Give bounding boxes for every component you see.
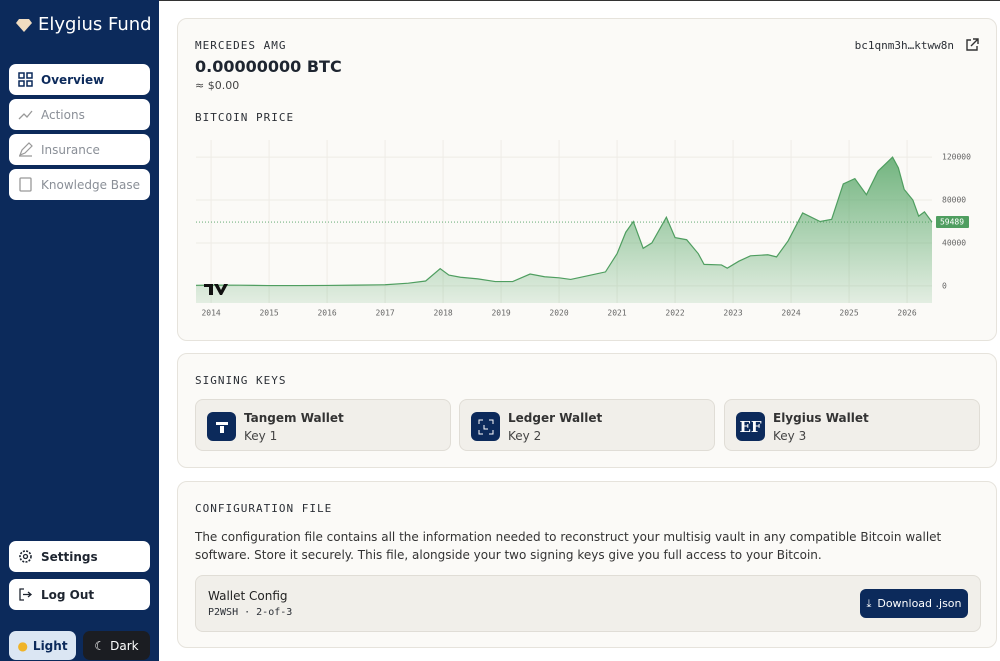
ledger-icon bbox=[478, 419, 493, 434]
button-label: Download .json bbox=[877, 597, 962, 610]
section-title: SIGNING KEYS bbox=[195, 374, 287, 387]
x-tick-label: 2018 bbox=[433, 309, 452, 318]
price-line bbox=[195, 156, 933, 287]
sun-icon: ● bbox=[17, 638, 28, 653]
section-title: CONFIGURATION FILE bbox=[195, 502, 333, 515]
theme-label: Light bbox=[32, 638, 68, 653]
x-tick-label: 2022 bbox=[665, 309, 684, 318]
moon-icon: ☾ bbox=[94, 638, 106, 653]
wallet-name: MERCEDES AMG bbox=[195, 39, 287, 52]
tv-logo bbox=[204, 284, 228, 295]
x-tick-label: 2015 bbox=[259, 309, 278, 318]
x-tick-label: 2023 bbox=[723, 309, 742, 318]
key-icon: EF bbox=[736, 412, 765, 441]
download-button[interactable]: ⤓ Download .json bbox=[860, 589, 968, 618]
logo bbox=[16, 18, 32, 32]
nav-item[interactable]: Actions bbox=[9, 99, 150, 130]
theme-light[interactable]: ● Light bbox=[9, 631, 76, 660]
x-tick-label: 2020 bbox=[549, 309, 568, 318]
y-tick-label: 80000 bbox=[942, 196, 966, 205]
area bbox=[196, 157, 932, 303]
y-tick-label: 0 bbox=[942, 281, 947, 290]
description: The configuration file contains all the … bbox=[195, 530, 942, 562]
y-tick-label: 120000 bbox=[942, 153, 971, 162]
theme-dark[interactable]: ☾ Dark bbox=[83, 631, 150, 660]
x-tick-label: 2014 bbox=[201, 309, 220, 318]
fiat-balance: ≈ $0.00 bbox=[195, 79, 240, 92]
key-name: Ledger Wallet bbox=[508, 411, 603, 425]
last-price-box bbox=[936, 216, 969, 229]
nav-label: Overview bbox=[41, 72, 105, 87]
icon bbox=[18, 142, 33, 157]
nav-item[interactable]: Insurance bbox=[9, 134, 150, 165]
nav-label: Actions bbox=[41, 107, 85, 122]
config-box: Wallet Config P2WSH · 2-of-3 ⤓ Download .… bbox=[195, 575, 981, 632]
key-name: Tangem Wallet bbox=[244, 411, 344, 425]
nav-item[interactable]: Knowledge Base bbox=[9, 169, 150, 200]
x-tick-label: 2025 bbox=[839, 309, 858, 318]
sidebar: Elygius Fund Overview Actions Insurance … bbox=[0, 0, 159, 661]
logout[interactable]: Log Out bbox=[9, 579, 150, 610]
key-card[interactable]: EF Elygius Wallet Key 3 bbox=[724, 399, 980, 451]
nav-label: Knowledge Base bbox=[41, 177, 140, 192]
chart: 2014 2015 2016 2017 2018 2019 2020 2021 2022 2023… bbox=[195, 140, 971, 318]
nav-label: Insurance bbox=[41, 142, 100, 157]
key-label: Key 2 bbox=[508, 429, 542, 443]
key-icon bbox=[207, 412, 236, 441]
theme-label: Dark bbox=[110, 638, 139, 653]
x-tick-label: 2021 bbox=[607, 309, 626, 318]
key-icon bbox=[471, 412, 500, 441]
config-card: CONFIGURATION FILE The configuration fil… bbox=[177, 481, 997, 648]
brand-name: Elygius Fund bbox=[38, 14, 152, 35]
icon bbox=[18, 110, 33, 120]
key-card[interactable]: Ledger Wallet Key 2 bbox=[459, 399, 715, 451]
icon bbox=[18, 72, 33, 87]
x-tick-label: 2019 bbox=[491, 309, 510, 318]
key-label: Key 1 bbox=[244, 429, 278, 443]
box-title: Wallet Config bbox=[208, 589, 288, 603]
nav-item[interactable]: Overview bbox=[9, 64, 150, 95]
key-name: Elygius Wallet bbox=[773, 411, 869, 425]
icon bbox=[19, 550, 32, 563]
icon bbox=[19, 177, 32, 192]
download-icon: ⤓ bbox=[866, 596, 872, 610]
x-tick-label: 2024 bbox=[781, 309, 800, 318]
y-tick-label: 40000 bbox=[942, 238, 966, 247]
x-tick-label: 2026 bbox=[897, 309, 916, 318]
chart-title: BITCOIN PRICE bbox=[195, 111, 295, 124]
external-link[interactable] bbox=[965, 38, 979, 52]
last-price-label: 59489 bbox=[940, 218, 964, 227]
brand: Elygius Fund bbox=[16, 14, 152, 35]
nav-label: Settings bbox=[41, 549, 98, 564]
address[interactable]: bc1qnm3h…ktww8n bbox=[854, 39, 954, 52]
tangem-icon bbox=[215, 421, 228, 433]
x-tick-label: 2017 bbox=[375, 309, 394, 318]
key-card[interactable]: Tangem Wallet Key 1 bbox=[195, 399, 451, 451]
x-tick-label: 2016 bbox=[317, 309, 336, 318]
settings[interactable]: Settings bbox=[9, 541, 150, 572]
box-subtitle: P2WSH · 2-of-3 bbox=[208, 607, 293, 618]
nav-label: Log Out bbox=[41, 587, 95, 602]
main: MERCEDES AMG 0.00000000 BTC ≈ $0.00 bc1q… bbox=[159, 0, 1000, 661]
key-label: Key 3 bbox=[773, 429, 807, 443]
balance: 0.00000000 BTC bbox=[195, 57, 342, 76]
keys-card: SIGNING KEYS Tangem Wallet Key 1 Ledger W… bbox=[177, 353, 997, 468]
icon bbox=[19, 588, 33, 601]
